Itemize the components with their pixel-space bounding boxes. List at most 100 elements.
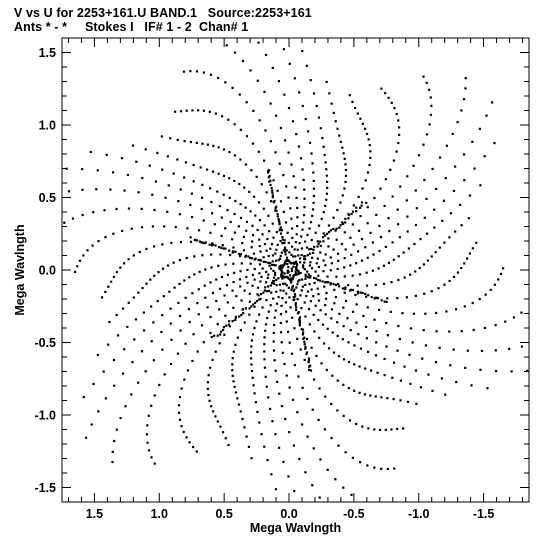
uv-spoke-point — [294, 270, 297, 273]
uv-point — [433, 226, 436, 229]
uv-point — [223, 333, 226, 336]
uv-point — [245, 220, 249, 223]
uv-point — [357, 195, 360, 199]
uv-point — [366, 206, 369, 209]
uv-point — [256, 228, 259, 232]
uv-spoke-point — [329, 229, 333, 232]
uv-point — [150, 456, 153, 459]
uv-point — [379, 187, 382, 190]
uv-point — [280, 272, 283, 275]
uv-point — [316, 278, 320, 282]
uv-point — [283, 282, 287, 285]
uv-point — [236, 336, 239, 339]
uv-point — [351, 274, 354, 277]
uv-point — [269, 102, 272, 105]
uv-point — [293, 363, 297, 367]
uv-point — [301, 285, 304, 288]
uv-point — [316, 287, 319, 290]
uv-point — [160, 135, 163, 138]
uv-point — [239, 216, 243, 220]
uv-point — [320, 362, 323, 365]
uv-point — [156, 151, 159, 155]
uv-point — [249, 210, 252, 213]
uv-point — [246, 268, 249, 272]
uv-spoke-point — [259, 259, 263, 262]
uv-point — [198, 270, 201, 273]
uv-point — [231, 238, 234, 241]
uv-point — [325, 180, 329, 183]
uv-point — [344, 451, 347, 454]
uv-spoke-point — [222, 326, 226, 329]
x-tick-label: -1.0 — [408, 507, 430, 521]
uv-point — [244, 206, 247, 209]
uv-point — [231, 357, 234, 360]
uv-point — [238, 182, 241, 186]
uv-point — [259, 280, 262, 283]
uv-point — [263, 224, 266, 227]
uv-point — [414, 270, 417, 273]
uv-spoke-point — [315, 277, 318, 280]
uv-spoke-point — [365, 201, 368, 205]
uv-spoke-point — [301, 333, 305, 336]
uv-point — [290, 217, 293, 220]
uv-point — [325, 168, 328, 171]
uv-point — [158, 383, 161, 387]
axis-tick-labels: 1.5 1.0 0.5 0.0 -0.5 -1.0 -1.5 1.5 1.0 0.5 0.0 -0.5… — [34, 46, 494, 521]
uv-point — [219, 425, 222, 428]
uv-point — [278, 265, 281, 268]
uv-point — [365, 337, 368, 340]
uv-point — [149, 278, 152, 281]
uv-spoke-point — [257, 258, 260, 262]
uv-point — [202, 341, 205, 344]
uv-point — [395, 150, 398, 153]
uv-spoke-point — [291, 286, 294, 289]
uv-point — [295, 262, 298, 265]
uv-spoke-point — [279, 227, 282, 231]
uv-point — [233, 179, 236, 183]
uv-point — [419, 386, 422, 389]
uv-point — [152, 321, 155, 324]
uv-spoke-point — [254, 301, 257, 305]
uv-point — [150, 305, 153, 308]
uv-point — [184, 342, 187, 345]
uv-spoke-point — [385, 300, 388, 304]
uv-spoke-point — [253, 258, 256, 261]
uv-point — [291, 316, 294, 319]
uv-point — [271, 260, 274, 263]
axis-ticks — [62, 37, 529, 503]
uv-spoke-point — [281, 238, 285, 241]
uv-point — [525, 369, 529, 372]
uv-point — [330, 308, 334, 311]
uv-spoke-point — [304, 273, 307, 276]
uv-point — [258, 272, 261, 275]
uv-spoke-point — [341, 222, 345, 226]
uv-point — [123, 189, 126, 192]
uv-point — [189, 240, 193, 243]
uv-point — [204, 268, 207, 271]
uv-point — [201, 183, 204, 186]
uv-point — [313, 281, 316, 285]
uv-point — [372, 253, 375, 256]
uv-spoke-point — [305, 351, 309, 354]
uv-point — [151, 225, 155, 228]
uv-point — [344, 168, 348, 172]
uv-point — [267, 254, 270, 258]
uv-spoke-point — [250, 305, 253, 308]
uv-point — [264, 286, 267, 289]
uv-spoke-point — [308, 252, 312, 255]
uv-point — [338, 312, 341, 315]
uv-point — [130, 227, 133, 230]
uv-point — [298, 278, 301, 282]
uv-spoke-point — [239, 253, 243, 256]
uv-spoke-point — [267, 169, 270, 172]
uv-point — [317, 299, 321, 302]
uv-point — [276, 243, 279, 246]
uv-point — [131, 144, 135, 147]
uv-point — [409, 382, 412, 385]
uv-point — [207, 393, 210, 397]
uv-point — [226, 208, 229, 212]
uv-point — [291, 262, 294, 265]
uv-point — [179, 240, 183, 244]
uv-point — [146, 424, 149, 427]
uv-spoke-point — [325, 281, 328, 284]
